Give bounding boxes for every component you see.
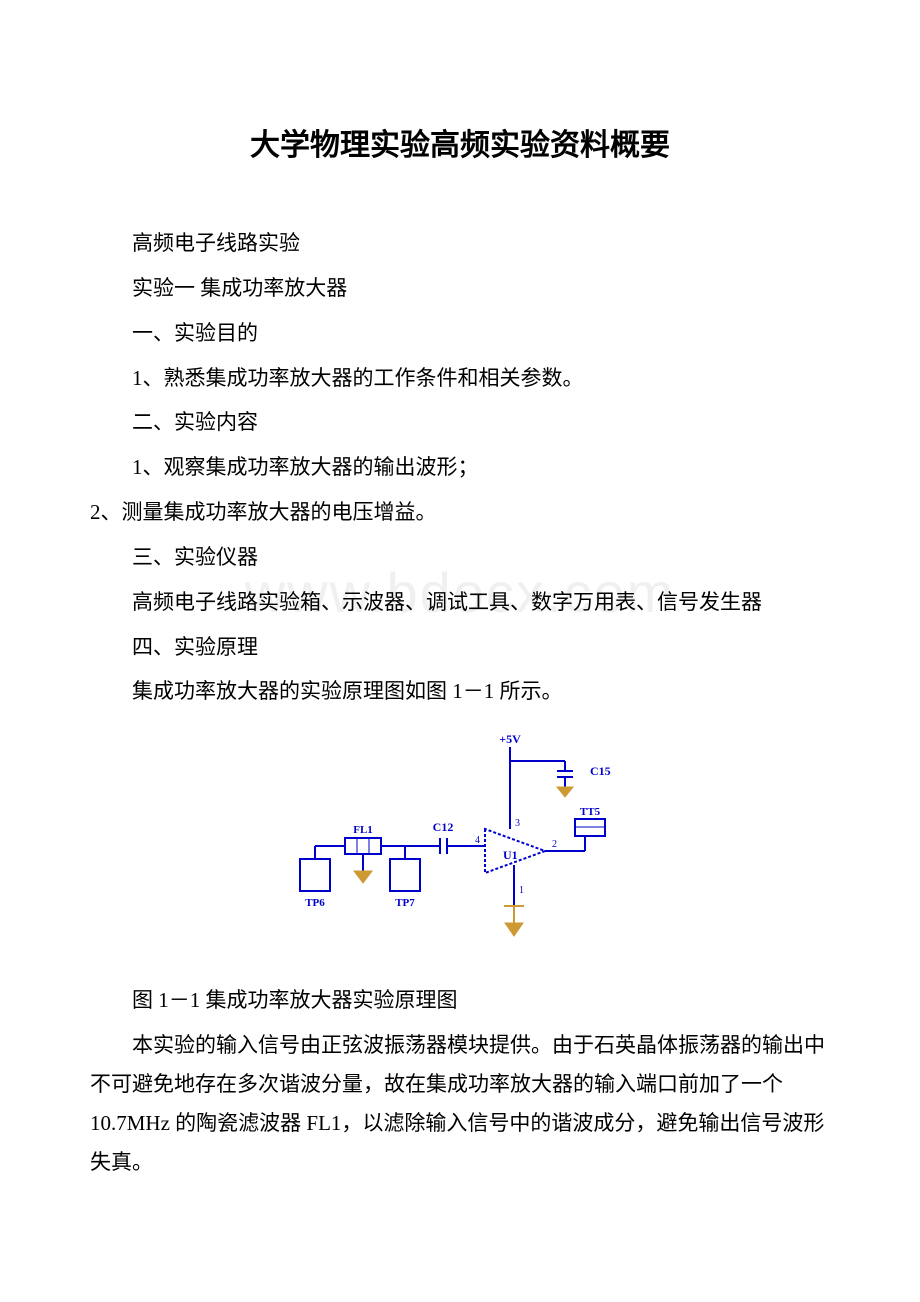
paragraph-9: 四、实验原理 — [90, 628, 830, 667]
paragraph-1: 实验一 集成功率放大器 — [90, 269, 830, 308]
paragraph-4: 二、实验内容 — [90, 403, 830, 442]
label-u1: U1 — [503, 848, 518, 862]
label-pin2: 2 — [552, 839, 557, 850]
label-tt5: TT5 — [580, 806, 601, 818]
label-vcc: +5V — [499, 732, 521, 746]
paragraph-0: 高频电子线路实验 — [90, 224, 830, 263]
paragraph-2: 一、实验目的 — [90, 314, 830, 353]
label-pin1: 1 — [519, 885, 524, 896]
figure-caption: 图 1－1 集成功率放大器实验原理图 — [90, 981, 830, 1020]
final-paragraph: 本实验的输入信号由正弦波振荡器模块提供。由于石英晶体振荡器的输出中不可避免地存在… — [90, 1026, 830, 1181]
paragraph-6: 2、测量集成功率放大器的电压增益。 — [90, 493, 830, 532]
document-title: 大学物理实验高频实验资料概要 — [90, 120, 830, 164]
paragraph-5: 1、观察集成功率放大器的输出波形； — [90, 448, 830, 487]
paragraph-8: 高频电子线路实验箱、示波器、调试工具、数字万用表、信号发生器 — [90, 583, 830, 622]
circuit-diagram: +5V C15 3 TP6 — [290, 731, 630, 961]
circuit-figure: +5V C15 3 TP6 — [90, 731, 830, 966]
label-pin3: 3 — [515, 818, 520, 829]
paragraph-10: 集成功率放大器的实验原理图如图 1－1 所示。 — [90, 672, 830, 711]
paragraph-7: 三、实验仪器 — [90, 538, 830, 577]
label-tp7: TP7 — [395, 897, 415, 909]
label-tp6: TP6 — [305, 897, 325, 909]
label-pin4: 4 — [475, 835, 480, 846]
paragraph-3: 1、熟悉集成功率放大器的工作条件和相关参数。 — [90, 359, 830, 398]
label-c12: C12 — [433, 820, 454, 834]
label-c15: C15 — [590, 764, 611, 778]
label-fl1: FL1 — [353, 824, 373, 836]
